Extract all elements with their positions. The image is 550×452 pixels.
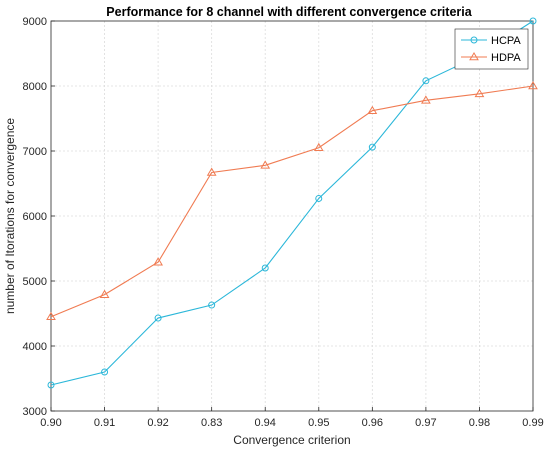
data-point-hcpa [529,17,537,25]
data-point-hdpa [367,105,378,114]
x-tick-label: 0.97 [415,417,436,429]
legend-marker [469,52,479,61]
legend-box [454,28,529,70]
y-tick-label: 8000 [23,81,47,93]
legend: HCPA HDPA [454,28,529,70]
y-tick-label: 6000 [23,211,47,223]
y-tick-label: 5000 [23,276,47,288]
data-point-hcpa [47,381,55,389]
y-tick-label: 4000 [23,341,47,353]
x-tick-label: 0.83 [201,417,222,429]
series-hdpa [46,81,538,321]
data-point-hdpa [421,95,431,104]
x-tick-label: 0.90 [40,417,61,429]
series-line-hcpa [50,20,534,386]
legend-marker [470,36,478,44]
x-tick-label: 0.94 [255,417,276,429]
legend-item-hdpa: HDPA [461,52,521,64]
data-point-hcpa [154,314,162,322]
y-tick-label: 7000 [23,146,47,158]
x-axis-label: Convergence criterion [233,433,350,447]
data-point-hdpa [206,167,217,176]
data-point-hdpa [313,142,324,152]
data-point-hdpa [474,88,485,98]
y-tick-label: 3000 [23,406,47,418]
series-group [46,17,538,389]
y-tick-label: 9000 [23,16,47,28]
chart-title: Performance for 8 channel with different… [106,5,472,19]
data-point-hcpa [101,368,109,376]
data-point-hcpa [422,77,430,85]
y-axis-ticks: 3000 4000 5000 6000 7000 8000 9000 [23,16,55,418]
series-line-hdpa [50,85,534,318]
data-point-hdpa [153,257,163,266]
legend-label: HCPA [491,35,521,47]
legend-label: HDPA [491,52,521,64]
series-hcpa [47,17,537,389]
x-tick-label: 0.99 [522,417,543,429]
x-axis-ticks: 0.90 0.91 0.92 0.83 0.94 0.95 0.96 0.97 0.98 0.99 [40,407,544,429]
data-point-hdpa [528,81,538,90]
data-point-hcpa [315,194,323,202]
y-axis-label: number of Itorations for convergence [3,118,17,314]
x-tick-label: 0.96 [362,417,383,429]
data-point-hcpa [208,301,216,309]
x-tick-label: 0.91 [94,417,115,429]
data-point-hcpa [261,264,269,272]
data-point-hdpa [260,160,271,169]
data-point-hcpa [368,143,376,151]
data-point-hdpa [99,289,110,298]
data-point-hdpa [46,311,56,321]
x-tick-label: 0.92 [147,417,168,429]
x-tick-label: 0.95 [308,417,329,429]
legend-item-hcpa: HCPA [461,35,521,47]
grid-lines [51,21,533,411]
x-tick-label: 0.98 [469,417,490,429]
